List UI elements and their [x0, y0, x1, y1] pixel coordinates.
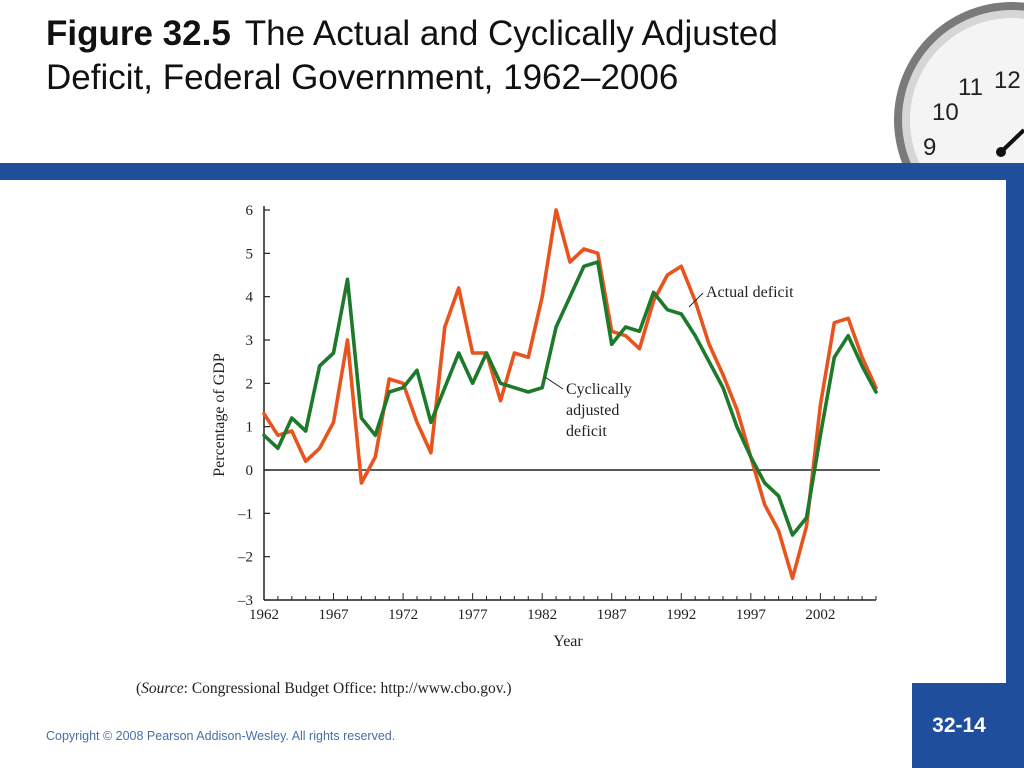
annotation-leader-cyclical — [544, 376, 564, 390]
annotation-cyclically-adjusted: deficit — [566, 423, 607, 440]
right-edge-strip — [1006, 180, 1024, 768]
source-note: (Source: Congressional Budget Office: ht… — [136, 680, 512, 698]
y-tick-label: 6 — [246, 203, 254, 219]
series-layer — [262, 208, 878, 581]
x-tick-label: 1992 — [666, 607, 696, 623]
y-tick-label: –2 — [237, 550, 253, 566]
page-number-badge: 32-14 — [912, 683, 1006, 768]
x-tick-label: 1987 — [597, 607, 628, 623]
annotation-actual-deficit: Actual deficit — [706, 284, 794, 301]
series-line-actual-deficit — [262, 208, 878, 581]
clock-number-11: 11 — [958, 74, 983, 101]
source-text: : Congressional Budget Office: http://ww… — [183, 680, 512, 697]
x-tick-label: 1982 — [527, 607, 557, 623]
annotation-cyclically-adjusted: Cyclically — [566, 381, 632, 398]
figure-title: The Actual and Cyclically Adjusted Defic… — [46, 14, 778, 97]
x-tick-label: 1962 — [249, 607, 279, 623]
y-tick-label: –1 — [237, 506, 253, 522]
x-tick-label: 1967 — [319, 607, 350, 623]
slide-title: Figure 32.5 The Actual and Cyclically Adj… — [46, 12, 866, 100]
x-tick-label: 2002 — [805, 607, 835, 623]
y-tick-label: 1 — [246, 420, 254, 436]
clock-hand-tip — [996, 147, 1006, 157]
annotation-leader-actual — [688, 292, 704, 308]
title-divider-bar — [0, 163, 1024, 180]
y-tick-label: 2 — [246, 376, 254, 392]
source-label: Source — [141, 680, 184, 697]
figure-label: Figure 32.5 — [46, 14, 231, 53]
y-tick-label: 5 — [246, 246, 254, 262]
y-tick-label: 4 — [246, 290, 254, 306]
annotation-layer: Actual deficit Cyclically adjusted deficit — [544, 284, 794, 440]
clock-image: 12 11 10 9 — [894, 2, 1024, 163]
clock-number-12: 12 — [994, 67, 1021, 94]
clock-number-9: 9 — [923, 134, 936, 161]
source-open-paren: ( — [136, 680, 142, 697]
y-axis-title: Percentage of GDP — [211, 353, 228, 477]
y-tick-label: –3 — [237, 593, 253, 609]
x-axis-ticks: 1962 1967 1972 1977 1982 1987 1992 1997 2002 — [249, 593, 877, 623]
x-tick-label: 1972 — [388, 607, 418, 623]
clock-hand — [999, 128, 1024, 154]
x-axis-title: Year — [553, 633, 583, 650]
x-tick-label: 1977 — [458, 607, 489, 623]
y-tick-label: 3 — [246, 333, 254, 349]
copyright-notice: Copyright © 2008 Pearson Addison-Wesley.… — [46, 729, 396, 743]
annotation-cyclically-adjusted: adjusted — [566, 402, 619, 419]
y-axis-ticks: 6 5 4 3 2 1 0 –1 –2 –3 — [237, 203, 270, 609]
y-tick-label: 0 — [246, 463, 254, 479]
series-line-cyclically-adjusted-deficit — [262, 260, 878, 537]
clock-number-10: 10 — [932, 99, 959, 126]
clock-face — [910, 18, 1024, 163]
x-tick-label: 1997 — [736, 607, 767, 623]
